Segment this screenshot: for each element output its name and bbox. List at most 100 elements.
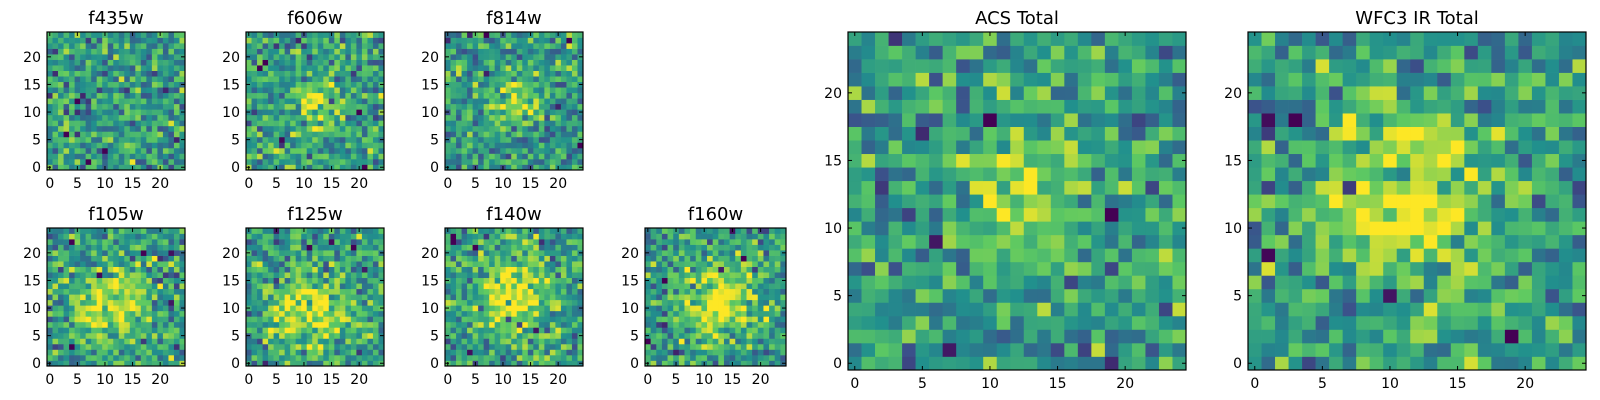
pixel (140, 48, 147, 55)
pixel (268, 158, 274, 165)
pixel (356, 244, 363, 251)
pixel (378, 354, 385, 361)
pixel (740, 349, 747, 356)
pixel (328, 81, 335, 88)
pixel (723, 244, 730, 251)
pixel (712, 266, 719, 273)
pixel (707, 349, 714, 356)
pixel (124, 98, 131, 105)
pixel (661, 228, 668, 234)
pixel (983, 261, 998, 276)
pixel (456, 81, 462, 88)
pixel (279, 310, 285, 317)
pixel (157, 354, 164, 361)
pixel (257, 120, 263, 127)
pixel (295, 54, 302, 60)
pixel (445, 294, 451, 301)
pixel (47, 131, 53, 138)
pixel (942, 261, 957, 276)
pixel (1091, 248, 1106, 263)
pixel (63, 327, 70, 334)
pixel (929, 302, 943, 317)
pixel (769, 343, 776, 350)
pixel (500, 37, 507, 44)
pixel (80, 332, 86, 339)
pixel (522, 65, 529, 71)
pixel (279, 338, 285, 345)
pixel (129, 114, 136, 121)
pixel (549, 343, 556, 350)
pixel (345, 98, 352, 105)
pixel (284, 92, 291, 99)
pixel (740, 277, 747, 284)
pixel (445, 131, 451, 138)
pixel (151, 360, 158, 367)
pixel (179, 349, 186, 356)
x-tick-label: 0 (244, 176, 253, 192)
pixel (848, 356, 862, 371)
pixel (91, 98, 98, 105)
pixel (306, 349, 313, 356)
pixel (85, 338, 92, 345)
pixel (678, 360, 685, 367)
pixel (746, 327, 753, 334)
pixel (345, 305, 352, 312)
pixel (500, 288, 507, 295)
pixel (146, 153, 153, 160)
pixel (544, 87, 551, 94)
pixel (102, 142, 109, 149)
pixel (58, 288, 64, 295)
pixel (533, 228, 540, 234)
pixel (124, 164, 131, 171)
pixel (450, 327, 457, 334)
pixel (875, 342, 889, 357)
pixel (118, 272, 125, 279)
pixel (323, 98, 330, 105)
pixel (467, 239, 473, 245)
pixel (467, 354, 473, 361)
pixel (1091, 167, 1106, 182)
pixel (577, 343, 584, 350)
pixel (456, 327, 462, 334)
pixel (752, 239, 759, 245)
pixel (118, 261, 125, 267)
pixel (350, 109, 357, 116)
pixel (1037, 167, 1052, 182)
pixel (740, 343, 747, 350)
pixel (339, 43, 346, 49)
pixel (173, 299, 180, 306)
pixel (571, 131, 578, 138)
pixel (915, 315, 930, 330)
pixel (718, 305, 725, 312)
pixel (124, 250, 131, 256)
pixel (268, 65, 274, 71)
pixel (295, 37, 302, 44)
pixel (929, 248, 943, 263)
pixel (549, 76, 556, 83)
pixel (538, 37, 545, 44)
pixel (729, 288, 736, 295)
pixel (334, 338, 341, 345)
pixel (367, 92, 374, 99)
pixel (345, 266, 352, 273)
pixel (746, 250, 753, 256)
pixel (456, 250, 462, 256)
pixel (942, 315, 957, 330)
pixel (478, 233, 484, 240)
pixel (102, 120, 109, 127)
pixel (769, 266, 776, 273)
pixel (168, 37, 175, 44)
pixel (516, 272, 523, 279)
pixel (350, 103, 357, 110)
pixel (262, 131, 269, 138)
pixel (47, 288, 53, 295)
pixel (334, 76, 341, 83)
pixel (544, 294, 551, 301)
pixel (301, 125, 308, 132)
pixel (306, 142, 313, 149)
pixel (1037, 329, 1052, 344)
pixel (511, 283, 518, 290)
pixel (290, 70, 297, 77)
pixel (712, 305, 719, 312)
